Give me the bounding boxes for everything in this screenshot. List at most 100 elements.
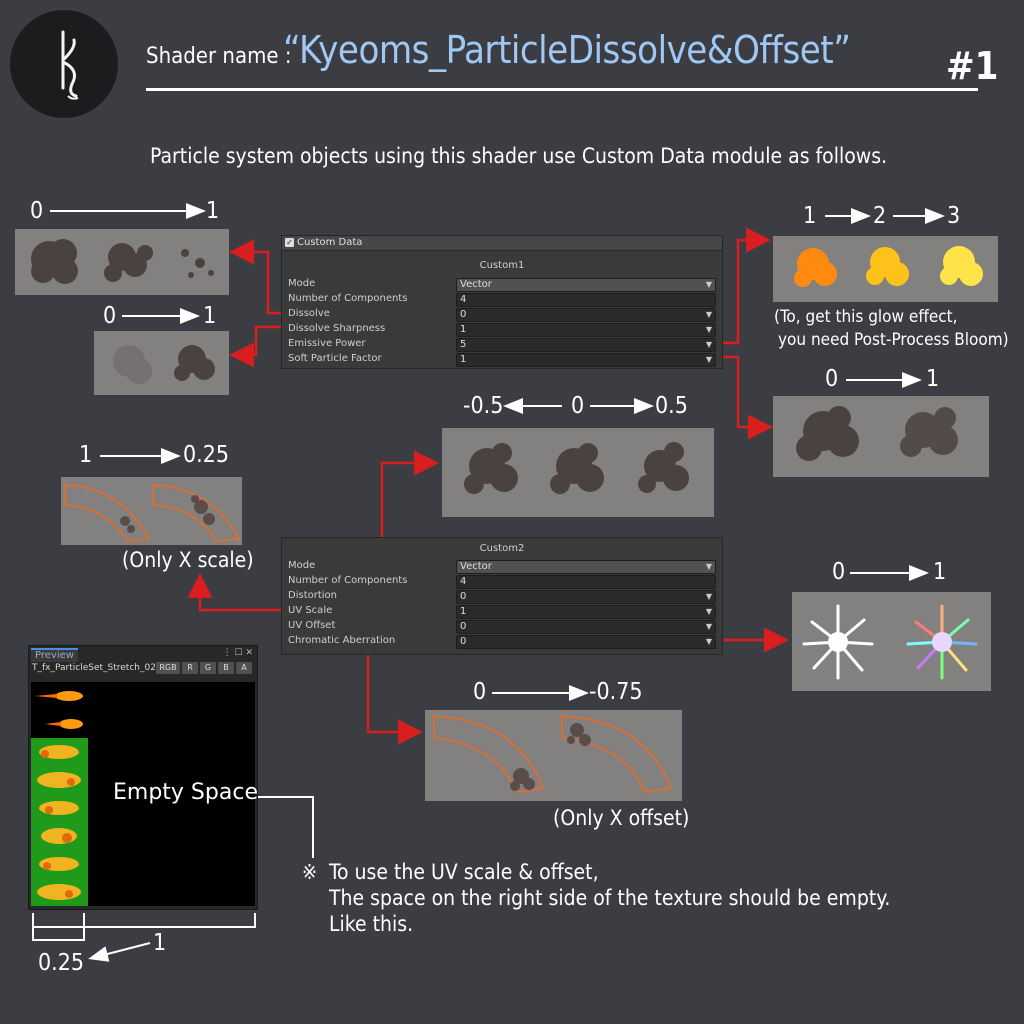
emissive-1: 1 (803, 203, 817, 229)
custom1-inspector: ✓ Custom Data Custom1 Mode Vector ▼ Numbe… (281, 235, 723, 369)
note-line2: The space on the right side of the textu… (329, 886, 891, 910)
sharpness-preview-image (94, 331, 229, 395)
custom2-mode-dropdown[interactable]: Vector ▼ (456, 560, 716, 574)
field-label: UV Scale (288, 605, 333, 616)
distortion-neg: -0.5 (463, 393, 504, 419)
uv-offset-to: -0.75 (589, 679, 643, 705)
uv-scale-from: 1 (79, 442, 93, 468)
custom2-components-field[interactable]: 4 (456, 575, 716, 589)
custom1-sharpness-row: Dissolve Sharpness 1 ▼ (288, 323, 716, 337)
custom1-dissolve-field[interactable]: 0 ▼ (456, 308, 716, 322)
custom1-dissolve-row: Dissolve 0 ▼ (288, 308, 716, 322)
field-label: Mode (288, 278, 316, 289)
channel-rgb-button[interactable]: RGB (156, 662, 180, 674)
channel-r-button[interactable]: R (182, 662, 198, 674)
note-line1: To use the UV scale & offset, (329, 860, 599, 884)
custom2-mode-row: Mode Vector ▼ (288, 560, 716, 574)
field-label: Dissolve (288, 308, 330, 319)
custom1-emissive-row: Emissive Power 5 ▼ (288, 338, 716, 352)
soft-from: 0 (825, 366, 839, 392)
dropdown-arrow-icon[interactable]: ▼ (705, 622, 712, 631)
preview-tab[interactable]: Preview (31, 648, 78, 662)
sharpness-to: 1 (203, 303, 217, 329)
field-label: Number of Components (288, 293, 408, 304)
custom1-mode-row: Mode Vector ▼ (288, 278, 716, 292)
custom-data-title: Custom Data (297, 237, 363, 248)
uv-offset-note: (Only X offset) (553, 806, 690, 830)
uv-scale-to: 0.25 (183, 442, 230, 468)
shader-name: “Kyeoms_ParticleDissolve&Offset” (283, 28, 851, 72)
dropdown-arrow-icon[interactable]: ▼ (705, 325, 712, 334)
uv-scale-preview-image (61, 477, 242, 545)
emissive-preview-image (773, 236, 998, 302)
uv-offset-from: 0 (473, 679, 487, 705)
texture-image: Empty Space (31, 682, 258, 906)
dropdown-arrow-icon[interactable]: ▼ (705, 607, 712, 616)
soft-particle-preview-image (773, 396, 989, 477)
custom1-soft-particle-row: Soft Particle Factor 1 ▼ (288, 353, 716, 367)
custom2-distortion-row: Distortion 0 ▼ (288, 590, 716, 604)
kyeoms-logo (10, 10, 118, 118)
dropdown-arrow-icon: ▼ (705, 562, 712, 571)
channel-g-button[interactable]: G (200, 662, 216, 674)
dropdown-arrow-icon[interactable]: ▼ (705, 592, 712, 601)
custom2-uv-offset-field[interactable]: 0 ▼ (456, 620, 716, 634)
field-label: Number of Components (288, 575, 408, 586)
field-label: Distortion (288, 590, 337, 601)
custom-data-header[interactable]: ✓ Custom Data (282, 236, 722, 251)
field-label: UV Offset (288, 620, 336, 631)
emissive-3: 3 (947, 203, 961, 229)
channel-b-button[interactable]: B (218, 662, 234, 674)
field-label: Dissolve Sharpness (288, 323, 386, 334)
window-controls[interactable]: ⋮ ☐ ✕ (222, 648, 253, 658)
chromatic-from: 0 (832, 559, 846, 585)
emissive-note-line1: (To, get this glow effect, (774, 307, 958, 327)
custom2-inspector: Custom2 Mode Vector ▼ Number of Component… (281, 537, 723, 655)
dropdown-arrow-icon[interactable]: ▼ (705, 355, 712, 364)
shader-name-label: Shader name : (146, 44, 292, 69)
dissolve-from: 0 (30, 198, 44, 224)
note-mark: ※ (302, 860, 318, 884)
soft-to: 1 (926, 366, 940, 392)
note-line3: Like this. (329, 912, 414, 936)
custom2-chromatic-field[interactable]: 0 ▼ (456, 635, 716, 649)
texture-width-part: 0.25 (38, 950, 85, 976)
custom1-mode-dropdown[interactable]: Vector ▼ (456, 278, 716, 292)
header-divider (146, 88, 978, 91)
emissive-2: 2 (873, 203, 887, 229)
dropdown-arrow-icon[interactable]: ▼ (705, 310, 712, 319)
dissolve-preview-image (15, 229, 229, 295)
custom2-uv-scale-row: UV Scale 1 ▼ (288, 605, 716, 619)
custom2-components-row: Number of Components 4 (288, 575, 716, 589)
uv-offset-preview-image (425, 710, 682, 801)
field-label: Mode (288, 560, 316, 571)
custom1-sharpness-field[interactable]: 1 ▼ (456, 323, 716, 337)
sharpness-from: 0 (103, 303, 117, 329)
custom2-chromatic-row: Chromatic Aberration 0 ▼ (288, 635, 716, 649)
field-label: Chromatic Aberration (288, 635, 396, 646)
dropdown-arrow-icon[interactable]: ▼ (705, 637, 712, 646)
uv-scale-note: (Only X scale) (122, 548, 254, 572)
emissive-note-line2: you need Post-Process Bloom) (778, 330, 1009, 350)
intro-text: Particle system objects using this shade… (150, 144, 888, 168)
custom2-distortion-field[interactable]: 0 ▼ (456, 590, 716, 604)
distortion-zero: 0 (571, 393, 585, 419)
dropdown-arrow-icon[interactable]: ▼ (705, 340, 712, 349)
custom2-uv-offset-row: UV Offset 0 ▼ (288, 620, 716, 634)
custom-data-checkbox[interactable]: ✓ (285, 238, 294, 247)
custom1-soft-particle-field[interactable]: 1 ▼ (456, 353, 716, 367)
custom1-components-field[interactable]: 4 (456, 293, 716, 307)
custom2-uv-scale-field[interactable]: 1 ▼ (456, 605, 716, 619)
field-label: Soft Particle Factor (288, 353, 382, 364)
texture-name: T_fx_ParticleSet_Stretch_02 (32, 663, 156, 673)
field-label: Emissive Power (288, 338, 366, 349)
dropdown-arrow-icon: ▼ (705, 280, 712, 289)
empty-space-label: Empty Space (113, 780, 258, 805)
custom1-components-row: Number of Components 4 (288, 293, 716, 307)
channel-a-button[interactable]: A (236, 662, 252, 674)
distortion-preview-image (442, 428, 714, 517)
custom1-emissive-field[interactable]: 5 ▼ (456, 338, 716, 352)
dissolve-to: 1 (206, 198, 220, 224)
distortion-pos: 0.5 (655, 393, 688, 419)
